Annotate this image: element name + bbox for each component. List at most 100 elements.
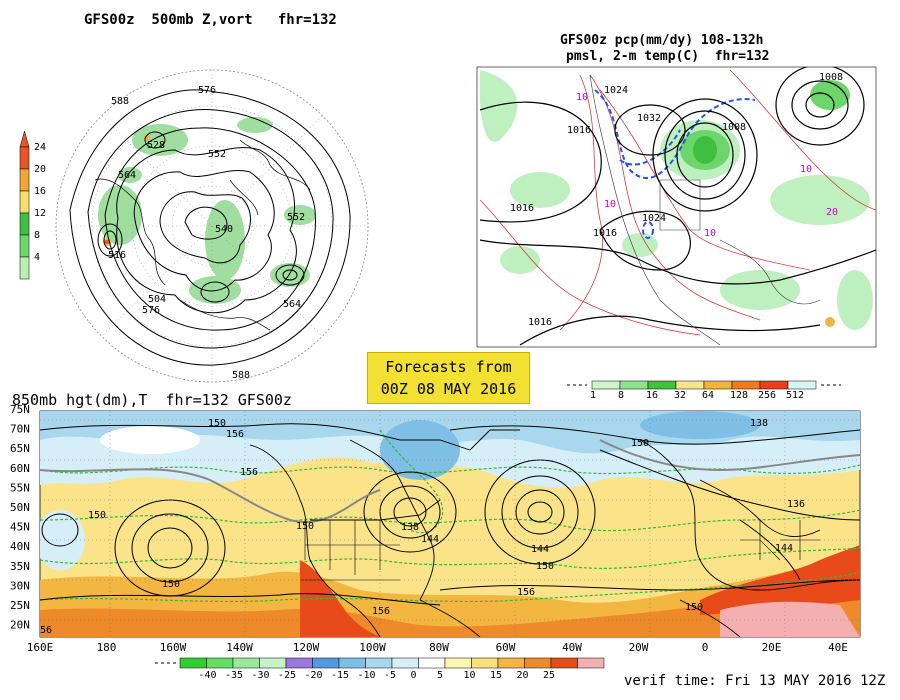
latitude-label: 50N <box>10 501 30 514</box>
h850-label: 150 <box>162 579 180 590</box>
h850-label: 156 <box>226 429 244 440</box>
temp-scale-tick: -35 <box>225 670 243 681</box>
temp-scale-swatch <box>444 657 472 669</box>
forecast-init-line1: Forecasts from <box>385 358 512 376</box>
forecast-init-line2: 00Z 08 MAY 2016 <box>380 380 517 398</box>
longitude-label: 60W <box>496 641 516 654</box>
temp-scale-tick: 10 <box>464 670 476 681</box>
pcp-scale-swatch <box>731 380 761 390</box>
h850-map: 150 156 156 150 138 144 150 150 150 144 … <box>39 410 861 638</box>
pcp-scale-swatch <box>619 380 649 390</box>
temp-scale-tick: -15 <box>331 670 349 681</box>
h500-label: 516 <box>108 250 126 261</box>
h850-label: 150 <box>296 521 314 532</box>
temp-scale-swatch <box>497 657 525 669</box>
pcp-scale-tick: 512 <box>786 390 804 401</box>
longitude-label: 40W <box>562 641 582 654</box>
temp-scale-swatch <box>471 657 499 669</box>
h850-label: 138 <box>401 522 419 533</box>
latitude-label: 40N <box>10 540 30 553</box>
longitude-label: 100W <box>359 641 386 654</box>
latitude-label: 70N <box>10 423 30 436</box>
vort-scale-tick: 12 <box>34 208 46 219</box>
temp-scale-swatch <box>338 657 366 669</box>
h500-label: 504 <box>148 294 166 305</box>
latitude-label: 60N <box>10 462 30 475</box>
h850-label: 150 <box>536 561 554 572</box>
h850-label: 150 <box>685 602 703 613</box>
vort-scale-tick: 24 <box>34 142 46 153</box>
h850-label: 56 <box>40 625 52 636</box>
pcp-label: 10 <box>800 164 812 175</box>
temp-scale-tick: 0 <box>411 670 417 681</box>
pcp-label: 10 <box>576 92 588 103</box>
latitude-label: 65N <box>10 442 30 455</box>
h850-label: 144 <box>531 544 549 555</box>
temp-scale-tick: -40 <box>199 670 217 681</box>
temp-scale-swatch <box>259 657 287 669</box>
pcp-scale-tick: 8 <box>618 390 624 401</box>
pcp-label: 20 <box>826 207 838 218</box>
longitude-label: 40E <box>828 641 848 654</box>
pcp-scale-swatch <box>647 380 677 390</box>
latitude-label: 55N <box>10 481 30 494</box>
h500-label: 528 <box>147 140 165 151</box>
pcp-scale-swatch <box>703 380 733 390</box>
temp-scale-swatch <box>577 657 605 669</box>
temp-scale-swatch <box>206 657 234 669</box>
temp-scale-tick: -10 <box>358 670 376 681</box>
pcp-label: 1016 <box>567 125 591 136</box>
pcp-pmsl-map: 1024 1016 1032 1008 1016 1024 1016 1008 … <box>476 66 877 348</box>
latitude-label: 75N <box>10 403 30 416</box>
temp-scale-tick: -25 <box>278 670 296 681</box>
longitude-label: 160W <box>160 641 187 654</box>
pcp-label: 1016 <box>510 203 534 214</box>
longitude-label: 160E <box>27 641 54 654</box>
latitude-label: 45N <box>10 521 30 534</box>
temp-scale-swatch <box>391 657 419 669</box>
vort-scale-tick: 16 <box>34 186 46 197</box>
vort-scale-swatch <box>19 168 30 192</box>
h850-title: 850mb hgt(dm),T fhr=132 GFS00z <box>12 391 292 409</box>
temp-scale-swatch <box>550 657 578 669</box>
latitude-label: 35N <box>10 560 30 573</box>
temp-scale-swatch <box>285 657 313 669</box>
pcp-label: 10 <box>604 199 616 210</box>
h850-label: 138 <box>750 418 768 429</box>
pcp-scale-swatch <box>759 380 789 390</box>
pcp-scale-swatch <box>675 380 705 390</box>
pcp-label: 1016 <box>528 317 552 328</box>
vort-scale-swatch <box>19 234 30 258</box>
vort-scale-swatch <box>19 190 30 214</box>
pcp-scale-tick: 1 <box>590 390 596 401</box>
vort-scale-swatch <box>19 146 30 170</box>
h850-label: 144 <box>775 543 793 554</box>
h850-label: 156 <box>517 587 535 598</box>
temp-scale-swatch <box>179 657 207 669</box>
temp-scale-tick: 20 <box>517 670 529 681</box>
latitude-label: 25N <box>10 599 30 612</box>
longitude-label: 20W <box>629 641 649 654</box>
vort-scale-tick: 20 <box>34 164 46 175</box>
latitude-label: 20N <box>10 619 30 632</box>
h850-label: 150 <box>88 510 106 521</box>
forecast-init-box: Forecasts from 00Z 08 MAY 2016 <box>367 352 530 404</box>
h500-label: 564 <box>118 170 136 181</box>
pcp-scale-swatch <box>787 380 817 390</box>
temp-scale-tick: -30 <box>252 670 270 681</box>
temperature-color-scale: -40 -35 -30 -25 -20 -15 -10 -5 0 5 10 15 20 25 <box>155 657 605 681</box>
pcp-scale-tick: 16 <box>646 390 658 401</box>
pcp-label: 1032 <box>637 113 661 124</box>
latitude-axis: 75N 70N 65N 60N 55N 50N 45N 40N 35N 30N 25N 20N <box>10 403 30 632</box>
longitude-label: 80W <box>429 641 449 654</box>
longitude-label: 180 <box>97 641 117 654</box>
vort-scale-swatch <box>19 212 30 236</box>
vorticity-color-scale: 24 20 16 12 8 4 <box>19 130 46 280</box>
verif-time: verif time: Fri 13 MAY 2016 12Z <box>624 673 886 689</box>
pcp-title-line1: GFS00z pcp(mm/dy) 108-132h <box>560 33 764 48</box>
pcp-label: 1016 <box>593 228 617 239</box>
h500-label: 588 <box>232 370 250 381</box>
temp-scale-tick: 25 <box>543 670 555 681</box>
pcp-scale-swatch <box>591 380 621 390</box>
